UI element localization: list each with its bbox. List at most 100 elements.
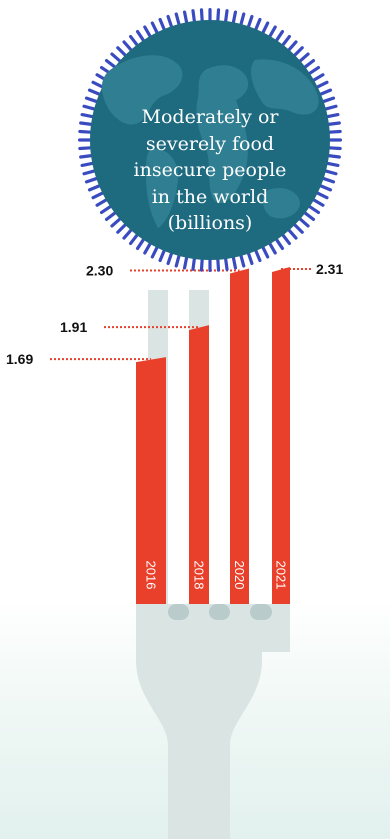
ring-bead bbox=[122, 228, 133, 240]
ring-bead bbox=[82, 169, 97, 176]
ring-bead bbox=[281, 34, 291, 47]
ring-bead bbox=[216, 8, 221, 23]
ring-bead bbox=[91, 80, 105, 89]
ring-bead bbox=[116, 46, 128, 58]
ring-bead bbox=[315, 80, 329, 89]
ring-bead bbox=[158, 248, 166, 263]
ring-bead bbox=[321, 96, 336, 104]
ring-bead bbox=[268, 241, 277, 255]
ring-bead bbox=[224, 9, 229, 24]
ring-bead bbox=[239, 12, 246, 27]
title-line-1: Moderately or bbox=[141, 106, 279, 128]
ring-bead bbox=[326, 121, 341, 126]
ring-bead bbox=[182, 10, 189, 25]
ring-bead bbox=[231, 255, 238, 270]
ring-bead bbox=[216, 257, 221, 272]
globe-continents bbox=[101, 55, 319, 228]
ring-bead bbox=[261, 21, 270, 35]
ring-bead bbox=[311, 198, 325, 207]
ring-bead bbox=[79, 154, 94, 159]
ring-bead bbox=[325, 161, 340, 168]
ring-bead bbox=[79, 121, 94, 126]
ring-bead bbox=[78, 138, 92, 142]
ring-bead bbox=[135, 29, 146, 43]
ring-bead bbox=[143, 241, 152, 255]
value-label-2016: 1.69 bbox=[6, 351, 33, 367]
ring-bead bbox=[274, 237, 285, 251]
ring-bead bbox=[315, 191, 329, 200]
ring-bead bbox=[82, 104, 97, 111]
chart-title: Moderately or severely food insecure peo… bbox=[120, 104, 300, 237]
ring-bead bbox=[303, 59, 316, 69]
ring-bead bbox=[174, 12, 181, 27]
ring-bead bbox=[129, 34, 139, 47]
ring-bead bbox=[327, 129, 342, 134]
ring-bead bbox=[321, 176, 336, 184]
ring-bead bbox=[78, 129, 93, 134]
ring-bead bbox=[325, 112, 340, 119]
ring-bead bbox=[298, 52, 310, 63]
ring-bead bbox=[323, 169, 338, 176]
value-label-2021: 2.31 bbox=[316, 261, 343, 277]
ring-bead bbox=[122, 40, 133, 52]
ring-bead bbox=[208, 258, 212, 272]
ring-bead bbox=[199, 8, 204, 23]
ring-bead bbox=[150, 21, 159, 35]
ring-bead bbox=[311, 73, 325, 82]
ring-bead bbox=[104, 59, 117, 69]
ring-bead bbox=[292, 46, 304, 58]
title-line-3: insecure people bbox=[133, 159, 287, 181]
ring-bead bbox=[135, 237, 146, 251]
ring-bead bbox=[158, 17, 166, 32]
ring-bead bbox=[208, 8, 212, 22]
ring-bead bbox=[246, 251, 254, 266]
value-label-2020: 2.30 bbox=[86, 262, 113, 278]
bar-2018 bbox=[189, 325, 209, 604]
bar-2021 bbox=[272, 267, 290, 604]
title-line-2: severely food bbox=[145, 132, 275, 155]
leaders-layer bbox=[50, 268, 312, 361]
ring-bead bbox=[224, 256, 229, 271]
fork-notches bbox=[168, 604, 272, 620]
ring-bead bbox=[307, 204, 321, 215]
year-label-2020: 2020 bbox=[232, 561, 247, 590]
ring-bead bbox=[268, 25, 277, 39]
ring-bead bbox=[84, 96, 99, 104]
year-label-2016: 2016 bbox=[144, 561, 159, 590]
year-labels-layer: 2016 2018 2020 2021 bbox=[144, 561, 289, 590]
globe bbox=[78, 8, 342, 272]
ring-bead bbox=[292, 222, 304, 234]
ring-bead bbox=[182, 255, 189, 270]
ring-bead bbox=[84, 176, 99, 184]
fork-tines bbox=[148, 290, 290, 620]
ring-bead bbox=[174, 253, 181, 268]
ring-bead bbox=[287, 228, 298, 240]
ring-bead bbox=[281, 233, 291, 246]
ring-bead bbox=[87, 184, 102, 192]
ring-bead bbox=[91, 191, 105, 200]
ring-bead bbox=[166, 251, 174, 266]
ring-bead bbox=[327, 146, 342, 151]
year-label-2021: 2021 bbox=[274, 561, 289, 590]
globe-ring bbox=[78, 8, 342, 272]
ring-bead bbox=[110, 52, 122, 63]
bar-2020 bbox=[230, 268, 249, 604]
ring-bead bbox=[274, 29, 285, 43]
ring-bead bbox=[318, 184, 333, 192]
ring-bead bbox=[307, 65, 321, 76]
ring-bead bbox=[80, 161, 95, 168]
fork-handle bbox=[136, 650, 262, 839]
ring-bead bbox=[110, 217, 122, 228]
ring-bead bbox=[116, 222, 128, 234]
ring-bead bbox=[191, 9, 196, 24]
ring-bead bbox=[191, 256, 196, 271]
ring-bead bbox=[287, 40, 298, 52]
value-labels-layer: 1.69 1.91 2.30 2.31 bbox=[6, 261, 343, 367]
ring-bead bbox=[254, 248, 262, 263]
ring-bead bbox=[166, 14, 174, 29]
ring-bead bbox=[199, 257, 204, 272]
ring-bead bbox=[143, 25, 152, 39]
ring-bead bbox=[239, 253, 246, 268]
ring-bead bbox=[328, 138, 342, 142]
